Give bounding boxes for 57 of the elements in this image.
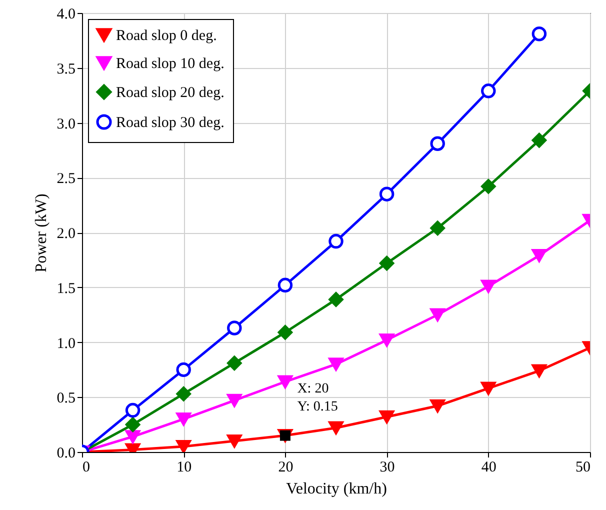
annotation: X: 20 Y: 0.15 (297, 382, 338, 415)
point (176, 362, 191, 378)
point (430, 399, 445, 412)
point (227, 356, 242, 370)
point (379, 256, 394, 271)
x-tick-label: 50 (576, 460, 590, 476)
point (481, 84, 496, 98)
y-tick-label: 1.0 (56, 336, 76, 352)
point (278, 428, 293, 442)
point (481, 179, 496, 194)
y-axis-title: Power (kW) (32, 194, 50, 272)
x-tick-label: 0 (82, 460, 90, 476)
point (379, 186, 394, 202)
point (532, 132, 547, 148)
point (278, 278, 293, 293)
x-tick-label: 20 (278, 460, 294, 476)
y-tick-label: 3.0 (56, 116, 76, 132)
y-tick-label: 0.5 (56, 390, 76, 407)
y-tick-label: 1.5 (56, 280, 76, 297)
point (176, 440, 191, 452)
point (227, 320, 242, 336)
point (481, 382, 496, 395)
legend-label: Road slop 20 deg. (116, 85, 224, 101)
point (328, 358, 344, 371)
x-tick-label: 10 (176, 460, 192, 476)
point (430, 136, 445, 151)
point (278, 375, 293, 388)
point (125, 430, 140, 444)
point (227, 394, 242, 407)
y-tick-label: 2.0 (56, 226, 76, 242)
x-axis-title: Velocity (km/h) (286, 480, 387, 498)
point (176, 386, 191, 402)
legend-label: Road slop 10 deg. (116, 56, 224, 72)
y-tick-label: 2.5 (56, 171, 76, 188)
x-tick-label: 30 (380, 460, 395, 476)
point (227, 434, 242, 448)
point (278, 325, 293, 340)
point (328, 234, 344, 249)
point (379, 410, 394, 424)
y-tick-label: 4.0 (56, 6, 76, 22)
point (532, 364, 547, 378)
point (328, 421, 344, 434)
y-tick-label: 0.0 (56, 446, 76, 462)
point (176, 412, 191, 426)
legend-label: Road slop 30 deg. (116, 115, 224, 131)
x-tick-label: 40 (481, 460, 496, 476)
y-tick-label: 3.5 (56, 61, 76, 78)
point (125, 402, 140, 418)
point (379, 334, 394, 347)
legend-label: Road slop 0 deg. (116, 28, 217, 44)
point (328, 292, 344, 307)
point (532, 26, 547, 42)
point (125, 417, 140, 432)
point (430, 308, 445, 322)
point (430, 220, 445, 236)
point (481, 280, 496, 293)
point (532, 248, 547, 262)
